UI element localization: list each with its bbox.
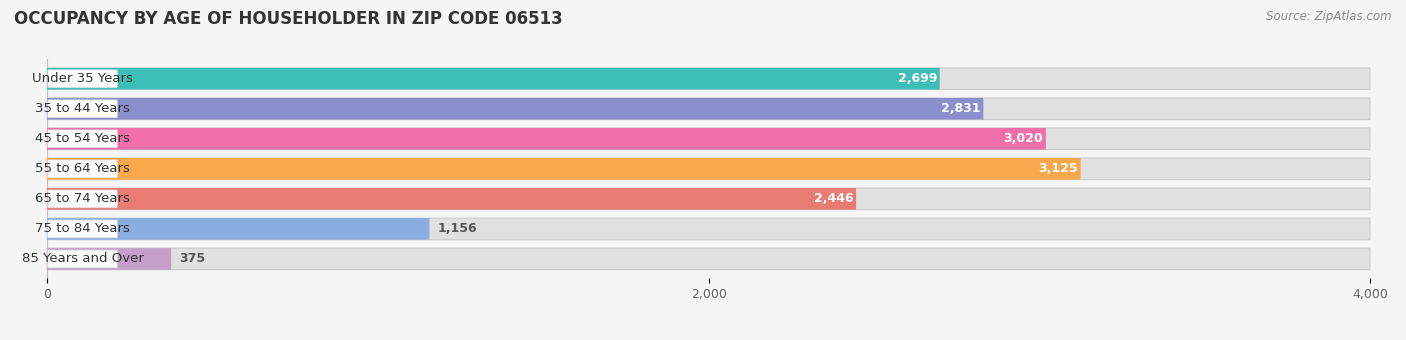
FancyBboxPatch shape xyxy=(48,190,117,208)
Text: 375: 375 xyxy=(180,253,205,266)
Text: 75 to 84 Years: 75 to 84 Years xyxy=(35,222,129,235)
Text: 2,446: 2,446 xyxy=(814,192,853,205)
FancyBboxPatch shape xyxy=(48,128,1369,150)
FancyBboxPatch shape xyxy=(48,128,1046,150)
FancyBboxPatch shape xyxy=(48,250,117,268)
FancyBboxPatch shape xyxy=(48,160,117,178)
FancyBboxPatch shape xyxy=(48,70,117,88)
FancyBboxPatch shape xyxy=(48,100,117,118)
FancyBboxPatch shape xyxy=(48,158,1369,180)
Text: 85 Years and Over: 85 Years and Over xyxy=(21,253,143,266)
Text: 45 to 54 Years: 45 to 54 Years xyxy=(35,132,129,145)
Text: 65 to 74 Years: 65 to 74 Years xyxy=(35,192,129,205)
FancyBboxPatch shape xyxy=(48,158,1081,180)
Text: 3,020: 3,020 xyxy=(1004,132,1043,145)
Text: Source: ZipAtlas.com: Source: ZipAtlas.com xyxy=(1267,10,1392,23)
FancyBboxPatch shape xyxy=(48,188,856,210)
FancyBboxPatch shape xyxy=(48,98,983,120)
Text: OCCUPANCY BY AGE OF HOUSEHOLDER IN ZIP CODE 06513: OCCUPANCY BY AGE OF HOUSEHOLDER IN ZIP C… xyxy=(14,10,562,28)
FancyBboxPatch shape xyxy=(48,248,1369,270)
FancyBboxPatch shape xyxy=(48,68,939,89)
Text: 2,831: 2,831 xyxy=(941,102,981,115)
FancyBboxPatch shape xyxy=(48,98,1369,120)
FancyBboxPatch shape xyxy=(48,188,1369,210)
Text: 1,156: 1,156 xyxy=(437,222,478,235)
FancyBboxPatch shape xyxy=(48,218,429,240)
Text: 35 to 44 Years: 35 to 44 Years xyxy=(35,102,129,115)
FancyBboxPatch shape xyxy=(48,220,117,238)
FancyBboxPatch shape xyxy=(48,248,172,270)
Text: 3,125: 3,125 xyxy=(1039,162,1078,175)
Text: 2,699: 2,699 xyxy=(897,72,936,85)
FancyBboxPatch shape xyxy=(48,130,117,148)
FancyBboxPatch shape xyxy=(48,218,1369,240)
FancyBboxPatch shape xyxy=(48,68,1369,89)
Text: Under 35 Years: Under 35 Years xyxy=(32,72,134,85)
Text: 55 to 64 Years: 55 to 64 Years xyxy=(35,162,129,175)
